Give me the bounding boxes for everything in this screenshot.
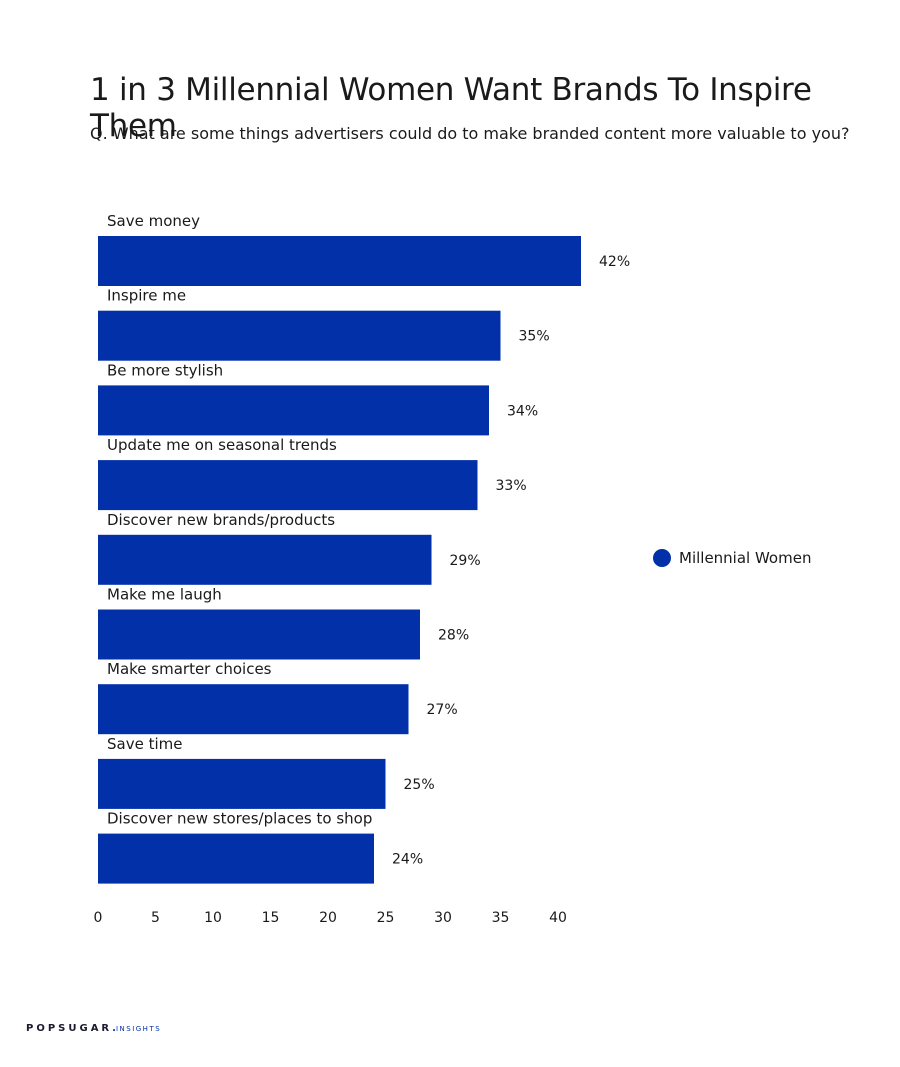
x-tick-label: 0 (94, 910, 103, 926)
x-tick-label: 5 (151, 910, 160, 926)
bar (98, 833, 374, 884)
legend: Millennial Women (653, 549, 811, 567)
data-label: 35% (519, 329, 550, 345)
chart-title: 1 in 3 Millennial Women Want Brands To I… (90, 72, 812, 144)
x-tick-label: 40 (549, 910, 567, 926)
data-label: 42% (599, 254, 630, 270)
x-tick-label: 15 (262, 910, 280, 926)
category-label: Discover new brands/products (107, 511, 335, 529)
chart-subtitle: Q. What are some things advertisers coul… (90, 124, 850, 143)
legend-label: Millennial Women (679, 549, 812, 567)
data-label: 33% (496, 478, 527, 494)
bar (98, 758, 386, 809)
data-label: 28% (438, 628, 469, 644)
data-label: 29% (450, 553, 481, 569)
category-label: Save money (107, 212, 200, 230)
bar (98, 460, 478, 511)
data-label: 24% (392, 852, 423, 868)
x-tick-label: 20 (319, 910, 337, 926)
bar-chart: Save money 42% Inspire me 35% Be more stylis… (94, 212, 631, 926)
x-tick-label: 35 (492, 910, 510, 926)
data-label: 34% (507, 403, 538, 419)
brand-name: POPSUGAR (26, 1023, 113, 1034)
bar (98, 609, 420, 660)
brand-sub: INSIGHTS (115, 1025, 162, 1033)
category-label: Save time (107, 735, 182, 753)
bar (98, 684, 409, 735)
category-label: Update me on seasonal trends (107, 436, 337, 454)
brand-dot: . (112, 1023, 116, 1034)
x-tick-label: 10 (204, 910, 222, 926)
brand-logo: POPSUGAR.INSIGHTS (26, 1023, 161, 1034)
x-tick-label: 30 (434, 910, 452, 926)
bar (98, 310, 501, 361)
category-label: Make smarter choices (107, 660, 272, 678)
category-label: Make me laugh (107, 586, 222, 604)
category-label: Discover new stores/places to shop (107, 810, 372, 828)
category-label: Be more stylish (107, 361, 223, 379)
bar (98, 534, 432, 585)
data-label: 27% (427, 702, 458, 718)
legend-marker (653, 549, 671, 567)
data-label: 25% (404, 777, 435, 793)
bar (98, 236, 581, 286)
x-tick-label: 25 (377, 910, 395, 926)
bar (98, 385, 489, 436)
category-label: Inspire me (107, 287, 186, 305)
